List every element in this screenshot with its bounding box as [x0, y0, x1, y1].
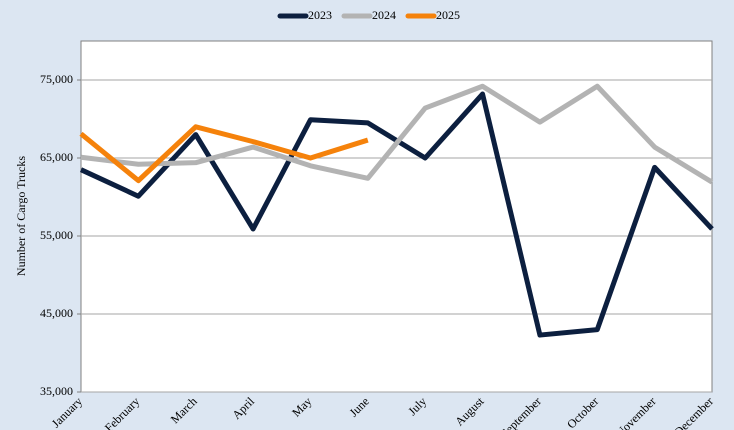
- legend-label: 2024: [372, 8, 396, 22]
- plot-area: [80, 40, 713, 393]
- x-tick-label: December: [671, 394, 716, 430]
- x-tick-label: June: [346, 394, 371, 419]
- series-line: [79, 124, 369, 184]
- x-tick-label: September: [498, 394, 544, 430]
- legend-label: 2023: [308, 8, 332, 22]
- x-tick-label: August: [452, 394, 487, 429]
- y-tick-label: 45,000: [40, 306, 73, 320]
- x-tick-label: November: [613, 394, 659, 430]
- x-tick-label: March: [168, 394, 200, 426]
- x-tick-label: February: [102, 394, 143, 430]
- x-tick-label: January: [49, 394, 85, 430]
- x-tick-label: October: [564, 394, 601, 430]
- y-axis-label: Number of Cargo Trucks: [14, 156, 28, 276]
- legend-label: 2025: [436, 8, 460, 22]
- x-tick-label: July: [405, 394, 429, 418]
- y-tick-label: 55,000: [40, 228, 73, 242]
- x-tick-label: April: [229, 394, 257, 422]
- series-line: [80, 83, 714, 185]
- x-tick-label: May: [289, 394, 314, 419]
- y-tick-label: 35,000: [40, 384, 73, 398]
- y-tick-label: 65,000: [40, 150, 73, 164]
- y-tick-label: 75,000: [40, 72, 73, 86]
